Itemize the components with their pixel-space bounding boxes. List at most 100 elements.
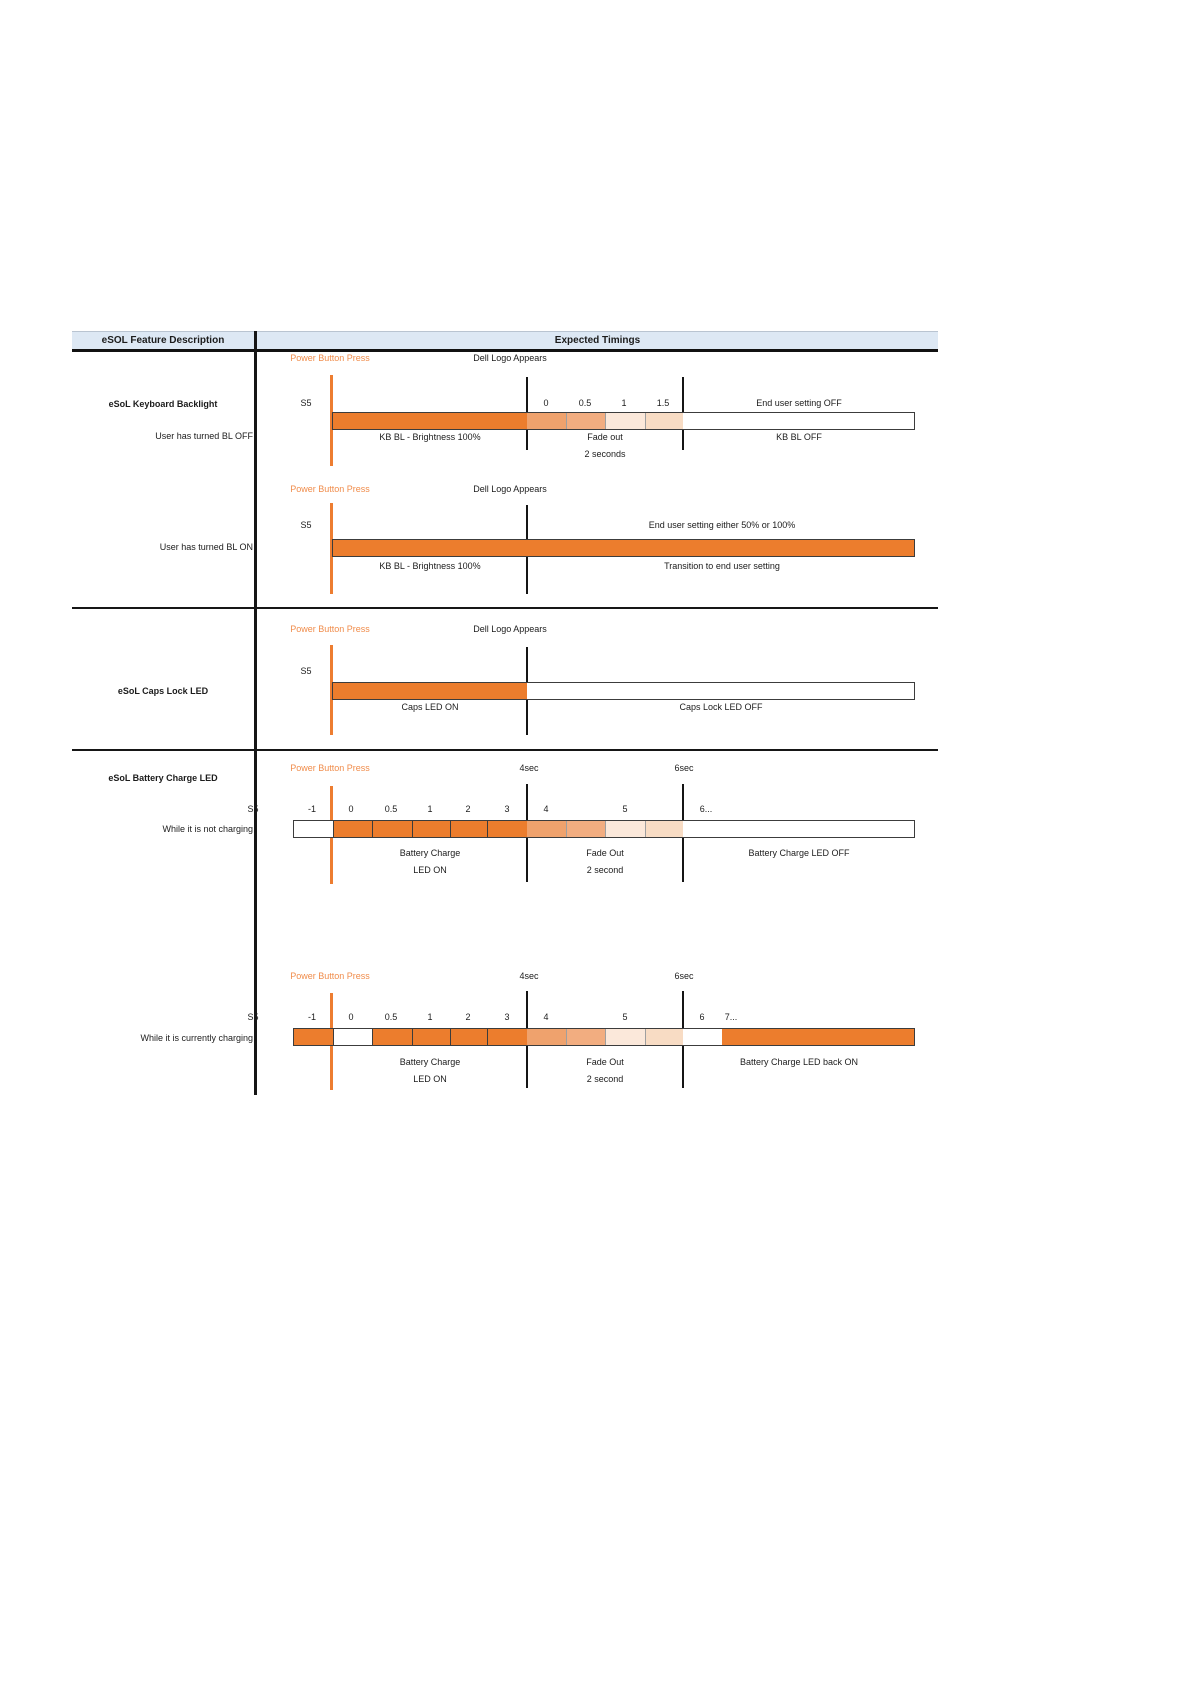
end-user-setting-note: End user setting OFF <box>756 398 842 408</box>
tick-label: 0.5 <box>578 398 592 408</box>
phase-label-on: KB BL - Brightness 100% <box>379 561 481 571</box>
tick-label: -1 <box>307 1012 316 1022</box>
timeline-bar-kb-bl-off <box>332 412 915 430</box>
bar-segment-on <box>487 821 528 837</box>
s5-label: S5 <box>300 398 312 408</box>
bar-segment-on <box>721 1029 914 1045</box>
bar-segment-fade <box>644 1029 683 1045</box>
bar-segment-off <box>332 1029 372 1045</box>
tick-label: 4 <box>543 1012 549 1022</box>
dell-logo-appears-label: Dell Logo Appears <box>473 484 547 494</box>
table-header-band <box>72 331 938 352</box>
bar-segment-off <box>294 821 333 837</box>
bar-segment-on <box>411 1029 450 1045</box>
bar-segment-fade <box>605 1029 645 1045</box>
phase-label-off: KB BL OFF <box>776 432 822 442</box>
phase-label-fade-line1: Fade Out <box>586 1057 624 1067</box>
tick-label: 0 <box>348 1012 354 1022</box>
bar-segment-off <box>682 821 914 837</box>
power-button-press-label: Power Button Press <box>290 971 370 981</box>
bar-segment-on <box>449 1029 488 1045</box>
marker-6sec-label: 6sec <box>674 763 694 773</box>
feature-column-header: eSOL Feature Description <box>101 335 225 346</box>
marker-6sec-label: 6sec <box>674 971 694 981</box>
tick-label: 6... <box>699 804 713 814</box>
bar-segment-on <box>294 1029 333 1045</box>
tick-label: -1 <box>307 804 316 814</box>
bar-segment-fade <box>527 1029 567 1045</box>
feature-label-battery-charge: eSoL Battery Charge LED <box>108 773 218 783</box>
phase-label-fade-line1: Fade Out <box>586 848 624 858</box>
tick-label: S5 <box>247 1012 259 1022</box>
end-user-setting-note: End user setting either 50% or 100% <box>648 520 796 530</box>
section-divider <box>72 607 938 609</box>
tick-label: 0.5 <box>384 1012 398 1022</box>
bar-segment-off <box>682 1029 722 1045</box>
bar-segment-fade <box>566 413 606 429</box>
power-button-press-label: Power Button Press <box>290 353 370 363</box>
tick-label: 1 <box>621 398 627 408</box>
tick-label: 7... <box>724 1012 738 1022</box>
bar-segment-fade <box>605 821 645 837</box>
bar-segment-fade <box>527 413 567 429</box>
phase-label-on-line1: Battery Charge <box>399 848 461 858</box>
tick-label: 3 <box>504 1012 510 1022</box>
tick-label: 1.5 <box>656 398 670 408</box>
tick-label: 2 <box>465 1012 471 1022</box>
tick-label: 3 <box>504 804 510 814</box>
tick-label: 2 <box>465 804 471 814</box>
marker-4sec-label: 4sec <box>519 971 539 981</box>
phase-label-back-on: Battery Charge LED back ON <box>739 1057 859 1067</box>
state-label-bl-off: User has turned BL OFF <box>155 431 253 441</box>
bar-segment-on <box>333 683 528 699</box>
phase-label-fade-duration: 2 seconds <box>584 449 626 459</box>
phase-label-on-line2: LED ON <box>413 1074 447 1084</box>
tick-label: 5 <box>622 804 628 814</box>
phase-label-transition: Transition to end user setting <box>664 561 780 571</box>
feature-label-caps-lock: eSoL Caps Lock LED <box>117 686 209 696</box>
column-divider <box>254 331 257 1095</box>
tick-label: 1 <box>427 804 433 814</box>
phase-label-on: KB BL - Brightness 100% <box>379 432 481 442</box>
tick-label: 0 <box>348 804 354 814</box>
bar-segment-on <box>487 1029 528 1045</box>
tick-label: 6 <box>699 1012 705 1022</box>
power-button-press-label: Power Button Press <box>290 763 370 773</box>
phase-label-off: Caps Lock LED OFF <box>679 702 763 712</box>
phase-label-fade: Fade out <box>587 432 623 442</box>
state-label-bl-on: User has turned BL ON <box>159 542 253 552</box>
bar-segment-on <box>371 1029 412 1045</box>
bar-segment-off <box>527 683 914 699</box>
bar-segment-fade <box>644 413 683 429</box>
s5-label: S5 <box>300 520 312 530</box>
state-label-charging: While it is currently charging <box>140 1033 253 1043</box>
bar-segment-fade <box>527 821 567 837</box>
s5-label: S5 <box>300 666 312 676</box>
power-press-marker-line <box>330 375 333 466</box>
bar-segment-on <box>449 821 488 837</box>
tick-label: S5 <box>247 804 259 814</box>
bar-segment-fade <box>605 413 645 429</box>
bar-segment-fade <box>644 821 683 837</box>
tick-label: 1 <box>427 1012 433 1022</box>
power-button-press-label: Power Button Press <box>290 624 370 634</box>
power-press-marker-line <box>330 503 333 594</box>
timeline-bar-battery-charging <box>293 1028 915 1046</box>
phase-label-on: Caps LED ON <box>401 702 459 712</box>
phase-label-on-line1: Battery Charge <box>399 1057 461 1067</box>
dell-logo-appears-label: Dell Logo Appears <box>473 353 547 363</box>
tick-label: 4 <box>543 804 549 814</box>
phase-label-fade-line2: 2 second <box>586 1074 624 1084</box>
phase-label-on-line2: LED ON <box>413 865 447 875</box>
timeline-bar-caps-lock <box>332 682 915 700</box>
state-label-not-charging: While it is not charging <box>162 824 253 834</box>
phase-label-fade-line2: 2 second <box>586 865 624 875</box>
timeline-bar-battery-not-charging <box>293 820 915 838</box>
bar-segment-on <box>333 413 528 429</box>
bar-segment-off <box>682 413 914 429</box>
marker-4sec-label: 4sec <box>519 763 539 773</box>
section-divider <box>72 749 938 751</box>
bar-segment-on <box>333 540 914 556</box>
phase-label-off: Battery Charge LED OFF <box>748 848 850 858</box>
